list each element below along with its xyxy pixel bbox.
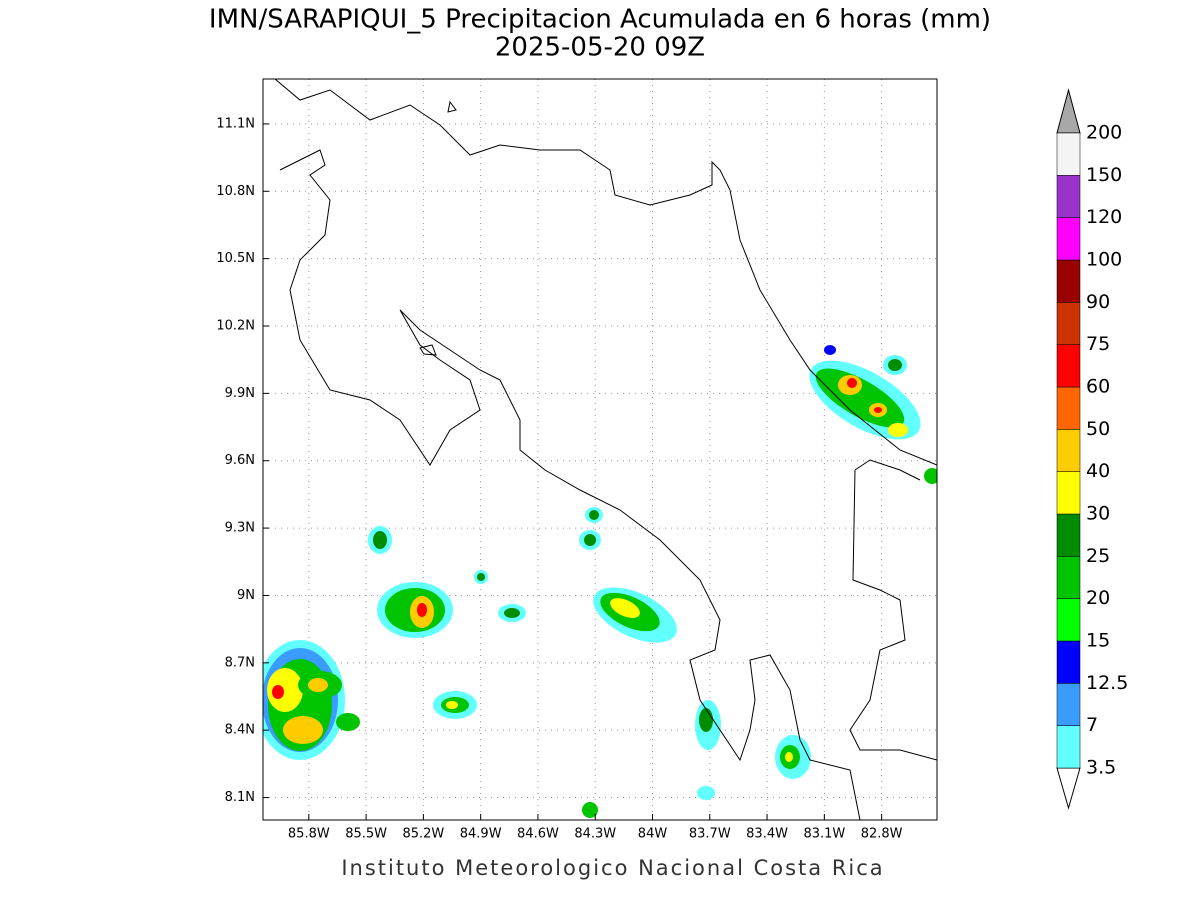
coastline bbox=[274, 79, 937, 820]
colorbar-label: 40 bbox=[1086, 460, 1110, 482]
colorbar-label: 30 bbox=[1086, 503, 1110, 525]
y-tick-label: 9.6N bbox=[225, 453, 255, 468]
colorbar-swatch bbox=[1056, 598, 1081, 642]
colorbar-label: 60 bbox=[1086, 376, 1110, 398]
colorbar-swatch bbox=[1056, 683, 1081, 726]
colorbar-label: 15 bbox=[1086, 630, 1110, 652]
colorbar-swatch bbox=[1056, 302, 1081, 345]
axes: 85.8W 85.5W 85.2W 84.9W 84.6W 84.3W 84W 83.7W 83… bbox=[216, 116, 902, 841]
colorbar-swatch bbox=[1056, 217, 1081, 261]
title: IMN/SARAPIQUI_5 Precipitacion Acumulada … bbox=[209, 5, 991, 35]
footer: Instituto Meteorologico Nacional Costa R… bbox=[341, 856, 884, 880]
grid bbox=[263, 79, 937, 820]
colorbar-label: 25 bbox=[1086, 545, 1110, 567]
rain-blob bbox=[582, 700, 811, 818]
colorbar-label: 90 bbox=[1086, 291, 1110, 313]
colorbar-swatch bbox=[1056, 725, 1081, 769]
colorbar-above bbox=[1056, 88, 1081, 134]
plot-frame bbox=[262, 78, 938, 821]
y-tick-label: 11.1N bbox=[216, 116, 255, 131]
y-tick-label: 9.3N bbox=[225, 521, 255, 536]
precip bbox=[263, 345, 937, 818]
x-tick-label: 84W bbox=[638, 827, 668, 842]
y-tick-label: 8.1N bbox=[225, 790, 255, 805]
colorbar-label: 200 bbox=[1086, 122, 1122, 144]
x-tick-label: 85.8W bbox=[288, 827, 330, 842]
y-tick-label: 10.2N bbox=[216, 319, 255, 334]
subtitle: 2025-05-20 09Z bbox=[495, 33, 705, 63]
x-tick-label: 83.4W bbox=[746, 827, 788, 842]
rain-blob bbox=[809, 345, 937, 484]
colorbar-swatch bbox=[1056, 640, 1081, 684]
colorbar-swatch bbox=[1056, 386, 1081, 430]
x-tick-label: 83.7W bbox=[689, 827, 731, 842]
colorbar-swatch bbox=[1056, 556, 1081, 599]
colorbar-label: 12.5 bbox=[1086, 672, 1128, 694]
colorbar-label: 20 bbox=[1086, 587, 1110, 609]
colorbar-label: 100 bbox=[1086, 249, 1122, 271]
colorbar-swatch bbox=[1056, 259, 1081, 303]
y-tick-label: 9N bbox=[237, 588, 255, 603]
x-tick-label: 82.8W bbox=[861, 827, 903, 842]
y-tick-label: 9.9N bbox=[225, 386, 255, 401]
colorbar-swatch bbox=[1056, 175, 1081, 218]
y-tick-label: 10.5N bbox=[216, 251, 255, 266]
rain-blob bbox=[263, 640, 360, 760]
rain-blob bbox=[368, 507, 603, 719]
x-tick-label: 85.2W bbox=[402, 827, 444, 842]
y-tick-label: 10.8N bbox=[216, 184, 255, 199]
x-tick-label: 84.6W bbox=[517, 827, 559, 842]
colorbar-swatch bbox=[1056, 513, 1081, 557]
colorbar-label: 120 bbox=[1086, 206, 1122, 228]
colorbar: 3.5 7 12.5 15 20 25 30 40 50 60 75 90 100 120 150 200 bbox=[1056, 88, 1128, 810]
x-tick-label: 83.1W bbox=[803, 827, 845, 842]
rain-blob bbox=[593, 587, 677, 643]
rain-blob bbox=[377, 582, 453, 638]
x-tick-label: 84.3W bbox=[574, 827, 616, 842]
colorbar-label: 75 bbox=[1086, 333, 1110, 355]
colorbar-label: 3.5 bbox=[1086, 757, 1116, 779]
colorbar-below bbox=[1056, 767, 1081, 810]
colorbar-swatch bbox=[1056, 429, 1081, 472]
colorbar-label: 50 bbox=[1086, 418, 1110, 440]
x-tick-label: 85.5W bbox=[345, 827, 387, 842]
y-tick-label: 8.7N bbox=[225, 655, 255, 670]
x-tick-label: 84.9W bbox=[460, 827, 502, 842]
colorbar-swatch bbox=[1056, 344, 1081, 388]
colorbar-label: 150 bbox=[1086, 164, 1122, 186]
colorbar-swatch bbox=[1056, 471, 1081, 515]
colorbar-label: 7 bbox=[1086, 714, 1098, 736]
y-tick-label: 8.4N bbox=[225, 723, 255, 738]
colorbar-swatch bbox=[1056, 132, 1081, 176]
